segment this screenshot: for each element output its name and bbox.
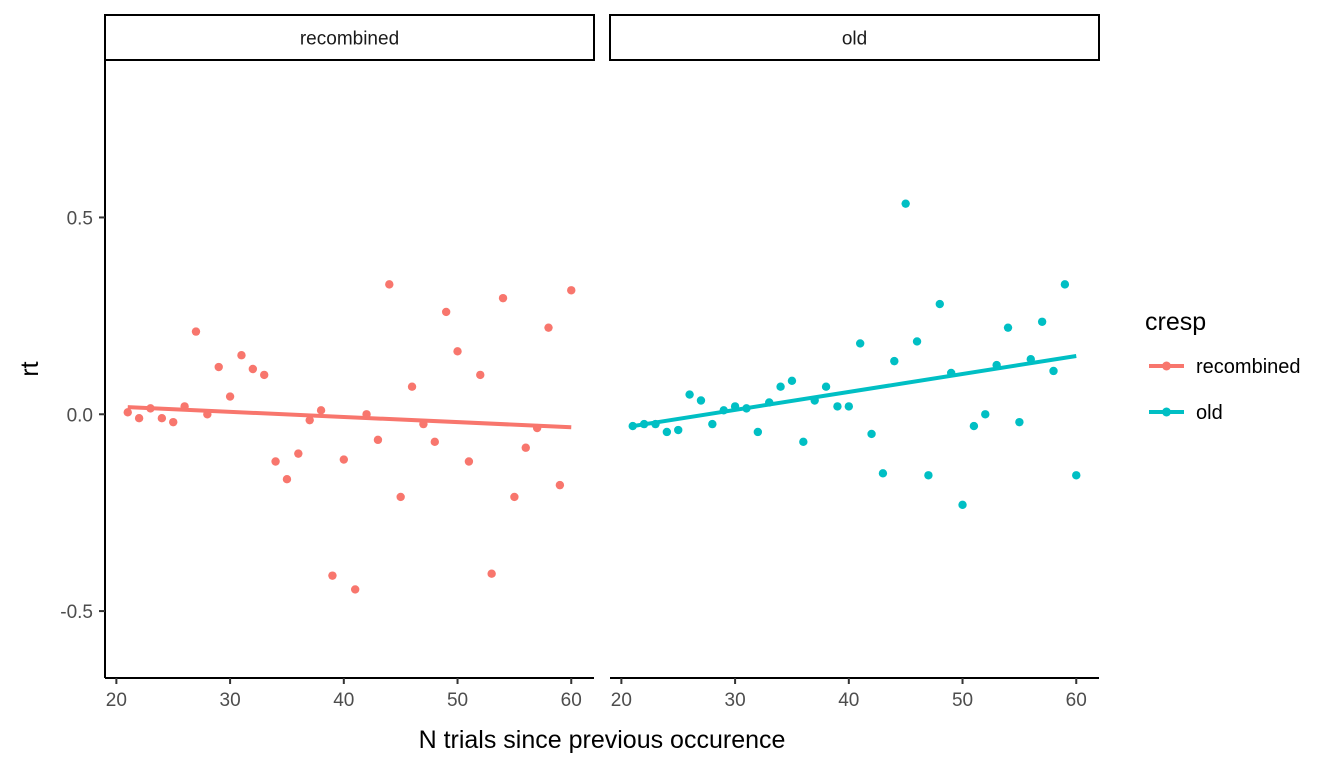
y-tick-label: 0.0 <box>67 405 93 426</box>
x-tick-label: 50 <box>952 690 973 711</box>
data-point <box>855 339 865 348</box>
legend: cresp recombined old <box>1145 308 1301 424</box>
data-point <box>305 415 314 425</box>
data-point <box>867 429 876 439</box>
data-point <box>260 370 269 380</box>
data-point <box>464 457 474 466</box>
data-point <box>282 475 292 484</box>
data-point <box>157 414 167 423</box>
data-point <box>396 492 405 502</box>
data-point <box>1060 280 1070 289</box>
data-point <box>890 356 899 366</box>
data-point <box>237 351 246 360</box>
data-point <box>441 307 451 317</box>
data-point <box>373 435 383 445</box>
data-point <box>123 408 132 417</box>
x-tick-label: 60 <box>1066 690 1087 711</box>
x-tick-label: 30 <box>220 690 241 711</box>
x-tick-label: 30 <box>725 690 746 711</box>
data-point <box>958 500 967 510</box>
data-point <box>555 480 565 490</box>
data-point <box>685 390 694 399</box>
y-tick-label: -0.5 <box>60 602 93 623</box>
data-point <box>901 199 910 208</box>
data-point <box>833 402 842 411</box>
facet-strip-label: old <box>842 29 867 50</box>
data-point <box>248 364 258 374</box>
data-point <box>510 492 519 502</box>
data-point <box>134 414 144 423</box>
x-axis-title: N trials since previous occurence <box>419 726 786 754</box>
legend-label: recombined <box>1196 356 1301 378</box>
data-point <box>878 469 888 478</box>
data-point <box>696 396 706 405</box>
data-point <box>753 427 763 437</box>
data-point <box>799 437 808 447</box>
trend-line <box>632 354 1077 429</box>
data-point <box>708 419 717 429</box>
x-tick-label: 40 <box>838 690 859 711</box>
data-point <box>935 299 944 309</box>
y-tick-label: 0.5 <box>67 208 93 229</box>
data-point <box>821 382 831 391</box>
data-point <box>844 402 854 411</box>
data-point <box>787 376 797 386</box>
panel-recombined: recombined <box>104 14 595 594</box>
data-point <box>476 370 485 380</box>
x-tick-label: 40 <box>333 690 354 711</box>
data-point <box>969 421 979 431</box>
data-point <box>339 455 349 464</box>
data-point <box>1037 317 1047 326</box>
legend-label: old <box>1196 402 1223 424</box>
data-point <box>924 471 933 480</box>
x-tick-label: 20 <box>611 690 632 711</box>
data-point <box>271 457 280 466</box>
data-point <box>407 382 417 391</box>
legend-key-point <box>1162 407 1171 417</box>
legend-title: cresp <box>1145 308 1206 336</box>
facet-strip <box>609 14 1100 61</box>
facet-strip <box>104 14 595 61</box>
data-point <box>1015 417 1024 427</box>
data-point <box>430 437 439 447</box>
data-point <box>1049 366 1058 376</box>
legend-key-point <box>1162 361 1171 371</box>
panel-old: old <box>609 14 1100 510</box>
data-point <box>674 425 683 435</box>
axes-layer: 20 30 40 50 60 20 30 40 50 60 -0.5 0.0 0.5 N trials s… <box>16 60 1099 754</box>
data-point <box>225 392 235 401</box>
data-point <box>294 449 303 458</box>
data-point <box>1003 323 1013 332</box>
data-point <box>350 585 360 594</box>
data-point <box>981 410 990 419</box>
legend-entry-old: old <box>1149 402 1223 424</box>
trend-line <box>127 405 572 430</box>
data-point <box>487 569 496 578</box>
data-point <box>214 362 223 372</box>
data-point <box>912 337 922 346</box>
x-tick-label: 50 <box>447 690 468 711</box>
data-point <box>385 280 394 289</box>
data-point <box>498 293 508 303</box>
data-point <box>567 286 576 295</box>
data-point <box>1072 471 1081 480</box>
data-point <box>453 347 462 356</box>
data-point <box>662 427 672 437</box>
x-tick-label: 60 <box>561 690 582 711</box>
facet-strip-label: recombined <box>300 29 399 50</box>
data-point <box>544 323 553 332</box>
y-axis-title: rt <box>16 361 44 376</box>
data-point <box>169 417 178 427</box>
legend-entry-recombined: recombined <box>1149 356 1301 378</box>
data-point <box>521 443 530 452</box>
data-point <box>328 571 337 580</box>
data-point <box>191 327 201 336</box>
data-point <box>316 406 326 415</box>
panels-layer: recombined old <box>104 14 1100 594</box>
x-tick-label: 20 <box>106 690 127 711</box>
data-point <box>776 382 785 391</box>
